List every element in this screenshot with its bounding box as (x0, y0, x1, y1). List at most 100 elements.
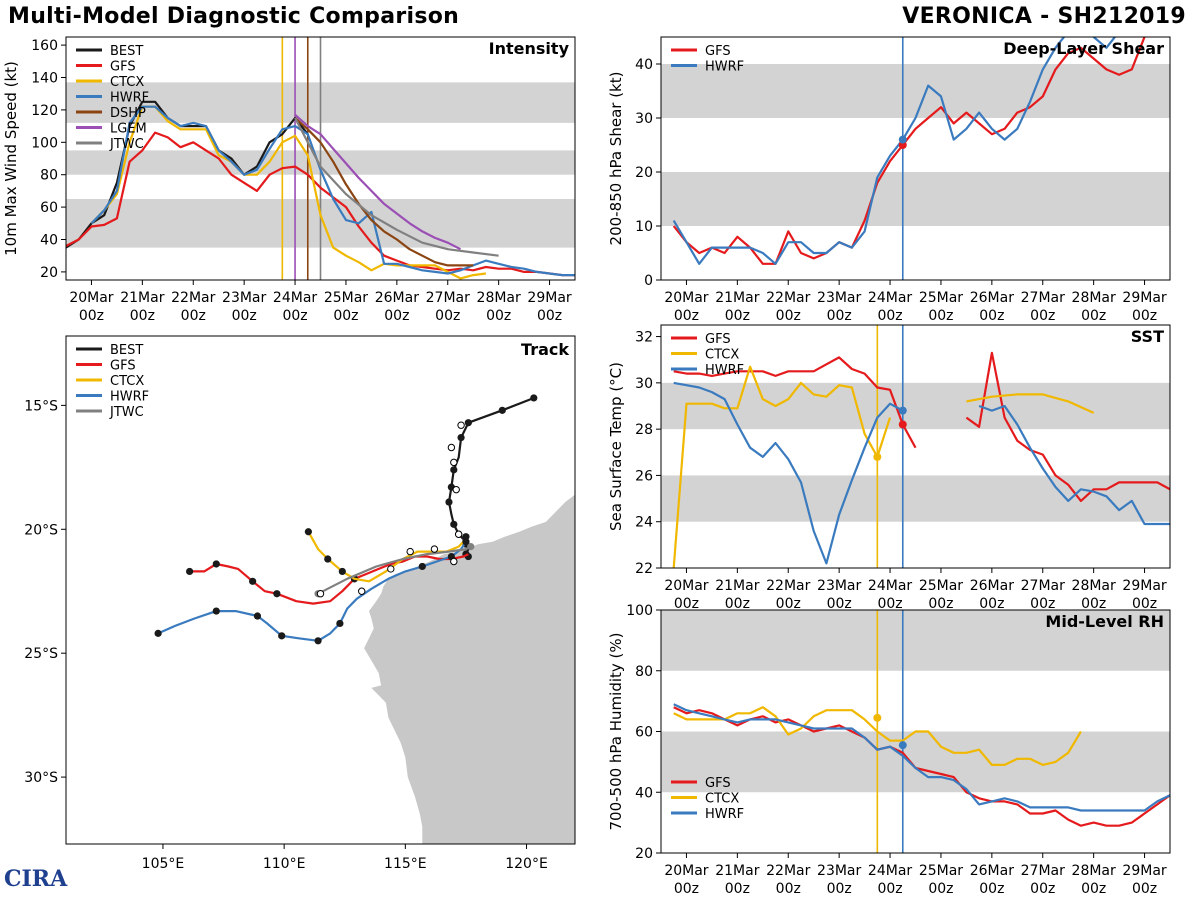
sst-ytick-label: 22 (635, 561, 653, 577)
intensity-ytick-label: 120 (31, 103, 58, 119)
intensity-ytick-label: 140 (31, 71, 58, 87)
shear-xtick-label: 21Mar (715, 290, 759, 306)
sst-marker-hwrf (898, 406, 907, 415)
rh-ytick-label: 20 (635, 846, 653, 862)
shear-xtick-label: 25Mar (919, 290, 963, 306)
intensity-series-ctcx-line-0 (90, 105, 487, 280)
track-ctcx-point (304, 528, 312, 536)
track-position-open (387, 565, 395, 573)
track-ytick-label: 15°S (24, 398, 58, 414)
shear-xtick-label: 00z (725, 308, 750, 324)
sst-xtick-label: 00z (1081, 596, 1106, 612)
intensity-series-group (66, 100, 575, 280)
intensity-frame (65, 36, 576, 281)
rh-xtick-label: 00z (1081, 881, 1106, 897)
track-hwrf-point (462, 538, 470, 546)
sst-band-1 (661, 382, 1170, 430)
track-best-point (445, 498, 453, 506)
shear-xtick-label: 00z (979, 308, 1004, 324)
sst-xtick-label: 00z (674, 596, 699, 612)
track-legend-label-best: BEST (110, 343, 143, 358)
intensity-xtick-label: 00z (79, 308, 104, 324)
track-hwrf-point (154, 629, 162, 637)
track-position-open (406, 547, 414, 556)
track-frame (65, 335, 576, 845)
intensity-series-best-line-0 (66, 100, 309, 249)
shear-xtick-label: 24Mar (868, 290, 912, 306)
sst-legend-label-gfs: GFS (705, 332, 731, 347)
intensity-legend-label-lgem: LGEM (110, 122, 147, 137)
shear-frame (660, 36, 1171, 281)
rh-xtick-label: 28Mar (1072, 863, 1116, 879)
sst-xtick-label: 21Mar (715, 578, 759, 594)
sst-xtick-label: 00z (877, 596, 902, 612)
track-best-point (530, 394, 538, 402)
intensity-xtick-label: 25Mar (324, 290, 368, 306)
track-jtwc-point (467, 543, 475, 551)
sst-marker-ctcx (873, 452, 882, 461)
track-gfs-point (249, 577, 257, 585)
track-position-open (430, 545, 439, 553)
rh-marker-hwrf (898, 741, 907, 750)
rh-xtick-label: 00z (1132, 881, 1157, 897)
track-map-group (154, 394, 575, 844)
sst-xtick-label: 00z (776, 596, 801, 612)
track-best-point (464, 419, 472, 427)
cira-logo: CIRA (4, 866, 68, 892)
sst-xtick-label: 29Mar (1122, 578, 1166, 594)
shear-xtick-label: 23Mar (817, 290, 861, 306)
track-hwrf-line (157, 541, 467, 642)
rh-xtick-label: 27Mar (1021, 863, 1065, 879)
intensity-xtick-label: 29Mar (527, 290, 571, 306)
rh-ytick-label: 100 (626, 603, 653, 619)
intensity-ytick-label: 60 (40, 200, 58, 216)
shear-xtick-label: 20Mar (664, 290, 708, 306)
track-xtick-label: 105°E (142, 856, 185, 872)
track-ctcx-point (338, 567, 346, 576)
rh-xtick-label: 00z (776, 881, 801, 897)
track-ctcx-point (324, 555, 332, 563)
intensity-xtick-label: 20Mar (69, 290, 113, 306)
rh-xtick-label: 00z (674, 881, 699, 897)
track-position-open (447, 443, 456, 452)
rh-xtick-label: 25Mar (919, 863, 963, 879)
intensity-series-dshp-line-0 (294, 117, 474, 267)
track-best-point (450, 466, 458, 474)
track-xtick-label: 110°E (263, 856, 306, 872)
sst-series-ctcx-line-1 (966, 393, 1095, 414)
track-gfs-line (189, 553, 469, 605)
rh-ytick-label: 80 (635, 664, 653, 680)
track-gfs-point (186, 567, 194, 576)
rh-series-ctcx-line-0 (673, 706, 1082, 767)
rh-xtick-label: 00z (979, 881, 1004, 897)
intensity-legend-label-dshp: DSHP (110, 106, 146, 121)
intensity-ytick-label: 40 (40, 233, 58, 249)
sst-frame (660, 324, 1171, 569)
intensity-legend-label-hwrf: HWRF (110, 91, 149, 106)
sst-xtick-label: 26Mar (970, 578, 1014, 594)
rh-xtick-label: 00z (725, 881, 750, 897)
intensity-xtick-label: 22Mar (171, 290, 215, 306)
sst-ylabel: Sea Surface Temp (°C) (607, 362, 625, 531)
intensity-ytick-label: 160 (31, 38, 58, 54)
track-legend-label-jtwc: JTWC (109, 405, 144, 420)
sst-legend-label-ctcx: CTCX (705, 348, 739, 363)
intensity-ytick-label: 100 (31, 135, 58, 151)
track-xtick-label: 115°E (384, 856, 427, 872)
sst-xtick-label: 28Mar (1072, 578, 1116, 594)
rh-xtick-label: 29Mar (1122, 863, 1166, 879)
shear-ytick-label: 0 (644, 273, 653, 289)
sst-xtick-label: 24Mar (868, 578, 912, 594)
track-jtwc-line (317, 545, 472, 595)
shear-ytick-label: 20 (635, 165, 653, 181)
shear-band-0 (661, 172, 1170, 226)
rh-xtick-label: 24Mar (868, 863, 912, 879)
sst-xtick-label: 00z (979, 596, 1004, 612)
intensity-series-gfs-line-0 (66, 131, 575, 277)
track-ytick-label: 25°S (24, 646, 58, 662)
intensity-legend-label-gfs: GFS (110, 60, 136, 75)
intensity-xtick-label: 00z (333, 308, 358, 324)
rh-xtick-label: 23Mar (817, 863, 861, 879)
intensity-xtick-label: 24Mar (273, 290, 317, 306)
sst-series-hwrf-line-1 (978, 404, 1170, 526)
